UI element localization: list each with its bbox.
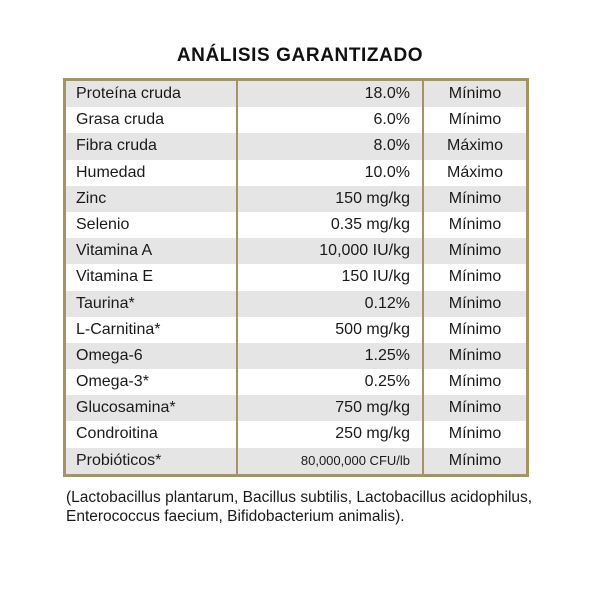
nutrient-basis-cell: Mínimo [422, 342, 526, 370]
nutrient-value-cell: 1.25% [236, 342, 422, 370]
nutrient-value-cell: 250 mg/kg [236, 421, 422, 448]
nutrient-name-cell: Probióticos* [66, 447, 236, 474]
nutrient-basis-cell: Mínimo [422, 238, 526, 265]
nutrient-value-cell: 750 mg/kg [236, 395, 422, 422]
probiotics-footnote: (Lactobacillus plantarum, Bacillus subti… [66, 489, 533, 525]
guaranteed-analysis-table: Proteína cruda 18.0% Mínimo Grasa cruda … [63, 78, 529, 477]
nutrient-basis-cell: Mínimo [422, 290, 526, 317]
nutrient-basis-cell: Mínimo [422, 447, 526, 474]
nutrient-value-cell: 0.35 mg/kg [236, 211, 422, 239]
nutrient-basis-cell: Mínimo [422, 107, 526, 134]
nutrient-basis-cell: Mínimo [422, 395, 526, 422]
nutrient-name-cell: Zinc [66, 185, 236, 212]
nutrient-value-cell: 0.12% [236, 290, 422, 317]
nutrient-basis-cell: Máximo [422, 133, 526, 160]
nutrient-name-cell: Proteína cruda [66, 81, 236, 108]
nutrient-value-cell: 10,000 IU/kg [236, 238, 422, 265]
nutrient-value-cell: 150 mg/kg [236, 185, 422, 212]
nutrient-basis-cell: Mínimo [422, 185, 526, 212]
nutrient-value-cell: 8.0% [236, 133, 422, 160]
nutrient-name-cell: Selenio [76, 215, 130, 233]
nutrient-basis-cell: Mínimo [422, 81, 526, 108]
nutrient-name-cell: Grasa cruda [76, 111, 165, 129]
nutrient-name-cell: Fibra cruda [66, 133, 236, 160]
nutrient-name-cell: Vitamina E [76, 268, 154, 286]
nutrient-basis-cell: Mínimo [422, 369, 526, 396]
nutrient-name-cell: Glucosamina* [66, 395, 236, 422]
nutrient-name-cell: L-Carnitina* [76, 320, 161, 338]
nutrient-value-cell: 6.0% [236, 107, 422, 134]
nutrient-basis-cell: Máximo [422, 159, 526, 186]
nutrient-value-cell: 500 mg/kg [236, 316, 422, 343]
nutrient-name-cell: Taurina* [66, 290, 236, 317]
nutrient-name-cell: Vitamina A [66, 238, 236, 265]
nutrient-name-cell: Omega-3* [76, 373, 149, 391]
nutrient-basis-cell: Mínimo [422, 316, 526, 343]
nutrient-name-cell: Humedad [76, 163, 146, 181]
nutrient-basis-cell: Mínimo [422, 211, 526, 239]
nutrient-basis-cell: Mínimo [422, 421, 526, 448]
page-title: ANÁLISIS GARANTIZADO [176, 45, 424, 66]
nutrient-basis-cell: Mínimo [422, 264, 526, 291]
nutrient-value-cell: 18.0% [236, 81, 422, 108]
nutrient-name-cell: Omega-6 [66, 342, 236, 370]
nutrient-name-cell: Condroitina [76, 425, 158, 443]
nutrient-value-cell: 10.0% [236, 159, 422, 186]
nutrient-value-cell: 150 IU/kg [236, 264, 422, 291]
nutrient-value-cell: 0.25% [236, 369, 422, 396]
nutrient-value-cell: 80,000,000 CFU/lb [236, 447, 422, 474]
